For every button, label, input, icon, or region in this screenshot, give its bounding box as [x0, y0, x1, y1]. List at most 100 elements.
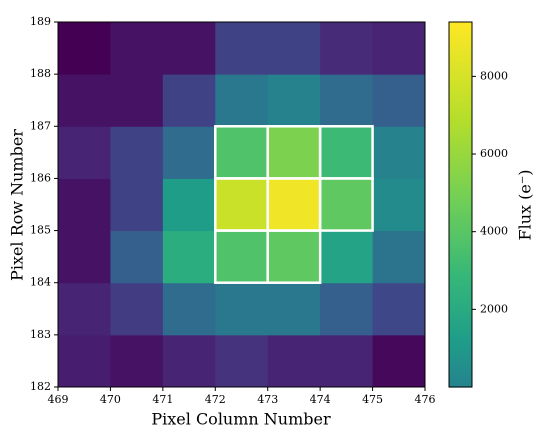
colorbar-segment	[449, 207, 472, 212]
x-tick-label: 470	[100, 393, 121, 406]
colorbar-segment	[449, 183, 472, 187]
heatmap-cell	[215, 230, 269, 284]
colorbar-segment	[449, 374, 472, 379]
colorbar-segment	[449, 314, 472, 318]
colorbar-segment	[449, 317, 472, 321]
colorbar-segment	[449, 335, 472, 339]
colorbar-segment	[449, 113, 472, 117]
colorbar-segment	[449, 125, 472, 130]
colorbar-segment	[449, 189, 472, 193]
heatmap-cell	[162, 334, 216, 388]
heatmap-cell	[372, 74, 426, 127]
colorbar-segment	[449, 155, 472, 160]
colorbar-segment	[449, 210, 472, 215]
colorbar-segment	[449, 320, 472, 324]
colorbar-segment	[449, 295, 472, 300]
colorbar-segment	[449, 95, 472, 99]
y-tick-label: 189	[30, 15, 51, 28]
colorbar-segment	[449, 237, 472, 242]
x-tick-label: 476	[415, 393, 436, 406]
heatmap-cell	[267, 74, 321, 127]
colorbar-segment	[449, 228, 472, 233]
colorbar-segment	[449, 158, 472, 163]
colorbar-segment	[449, 362, 472, 367]
colorbar-segment	[449, 79, 472, 84]
colorbar-tick-label: 6000	[480, 147, 508, 160]
heatmap-cell	[58, 334, 111, 388]
colorbar-segment	[449, 368, 472, 373]
colorbar-segment	[449, 161, 472, 166]
colorbar-segment	[449, 329, 472, 333]
colorbar-segment	[449, 22, 472, 26]
colorbar-segment	[449, 122, 472, 127]
colorbar-segment	[449, 353, 472, 358]
heatmap-cell	[215, 178, 269, 232]
colorbar-tick-label: 8000	[480, 69, 508, 82]
colorbar-segment	[449, 338, 472, 342]
colorbar-segment	[449, 204, 472, 209]
colorbar-segment	[449, 234, 472, 239]
colorbar-segment	[449, 192, 472, 196]
colorbar-segment	[449, 91, 472, 96]
x-tick-label: 472	[205, 393, 226, 406]
colorbar-segment	[449, 380, 472, 385]
colorbar-segment	[449, 292, 472, 297]
colorbar-segment	[449, 152, 472, 157]
colorbar-segment	[449, 219, 472, 224]
heatmap-cell	[110, 334, 164, 388]
heatmap-cell	[110, 126, 164, 179]
colorbar-segment	[449, 25, 472, 29]
heatmap-cell	[162, 282, 216, 336]
x-tick-label: 471	[152, 393, 173, 406]
heatmap-cell	[267, 334, 321, 388]
colorbar-segment	[449, 70, 472, 75]
colorbar-segment	[449, 52, 472, 57]
heatmap-cell	[215, 334, 269, 388]
colorbar-segment	[449, 259, 472, 263]
colorbar-segment	[449, 55, 472, 60]
heatmap-cell	[58, 178, 111, 232]
colorbar-segment	[449, 186, 472, 190]
colorbar-segment	[449, 244, 472, 248]
heatmap-cell	[58, 22, 111, 75]
y-axis-label: Pixel Row Number	[8, 129, 27, 281]
colorbar-segment	[449, 177, 472, 181]
colorbar-segment	[449, 283, 472, 288]
heatmap-cell	[58, 282, 111, 336]
colorbar-segment	[449, 280, 472, 285]
aperture-outline	[318, 125, 374, 180]
colorbar-segment	[449, 268, 472, 273]
colorbar-segment	[449, 195, 472, 200]
colorbar-segment	[449, 58, 472, 63]
heatmap-cell	[320, 178, 374, 232]
heatmap-cell	[110, 74, 164, 127]
colorbar-segment	[449, 326, 472, 330]
heatmap-cell	[320, 334, 374, 388]
colorbar-segment	[449, 347, 472, 352]
heatmap-cell	[58, 230, 111, 284]
heatmap-cell	[215, 282, 269, 336]
colorbar-segment	[449, 247, 472, 251]
colorbar-segment	[449, 344, 472, 349]
colorbar-segment	[449, 323, 472, 327]
colorbar-segment	[449, 262, 472, 266]
heatmap-cell	[372, 178, 426, 232]
colorbar-segment	[449, 143, 472, 148]
colorbar-segment	[449, 101, 472, 105]
colorbar-segment	[449, 359, 472, 364]
colorbar-segment	[449, 274, 472, 279]
colorbar-segment	[449, 231, 472, 236]
colorbar-segment	[449, 61, 472, 66]
colorbar-segment	[449, 377, 472, 382]
colorbar-segment	[449, 104, 472, 108]
colorbar-segment	[449, 289, 472, 294]
colorbar-segment	[449, 64, 472, 69]
colorbar-segment	[449, 298, 472, 303]
colorbar-segment	[449, 241, 472, 245]
x-axis-label: Pixel Column Number	[151, 410, 331, 429]
x-tick-label: 473	[257, 393, 278, 406]
heatmap-cell	[320, 230, 374, 284]
y-tick-label: 185	[30, 224, 51, 237]
colorbar-segment	[449, 134, 472, 139]
colorbar-segment	[449, 201, 472, 206]
